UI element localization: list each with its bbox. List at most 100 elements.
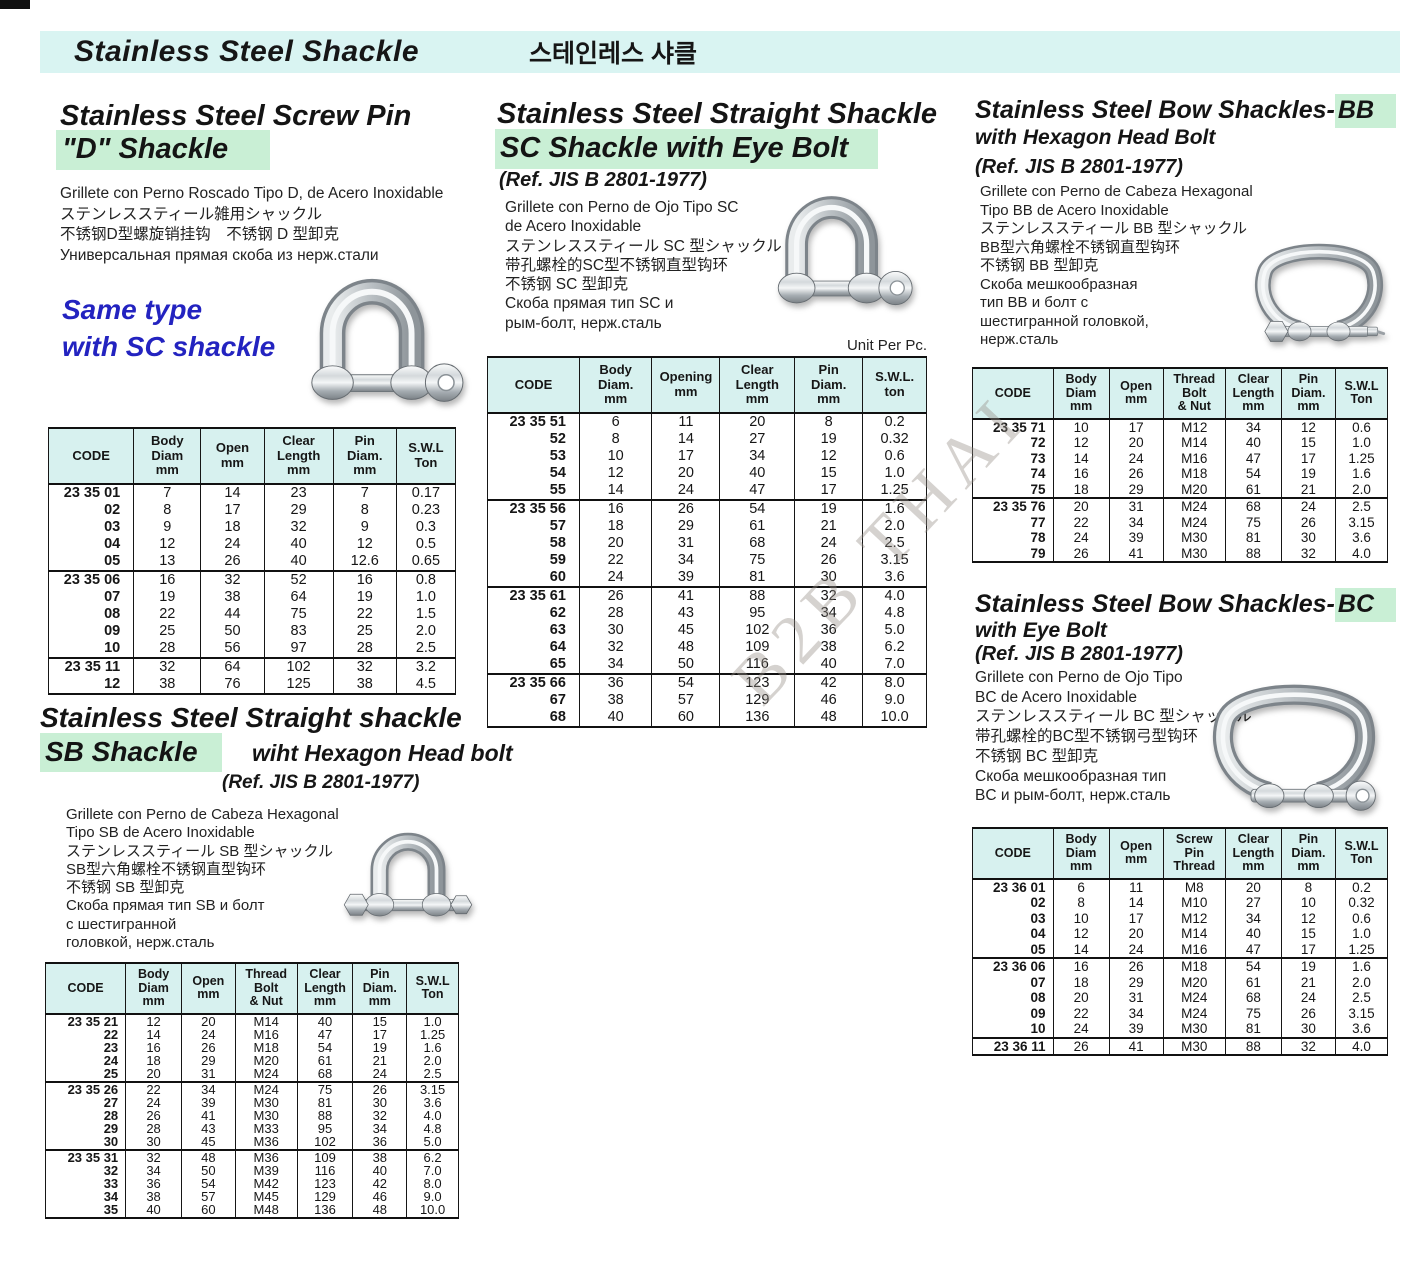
bc-title-highlight: BC [1334,588,1396,622]
table-row: 62 28 43 95 34 4.8 [487,604,927,622]
table-row: 08 20 31 M24 68 24 2.5 [972,990,1389,1006]
table-row: 09 22 34 M24 75 26 3.15 [972,1005,1389,1021]
table-row: 23 35 06 16 32 52 16 0.8 [47,569,457,589]
description-line: Универсальная прямая скоба из нерж.стали [60,246,379,264]
column-header: Clear Length mm [296,962,354,1015]
table-row: 60 24 39 81 30 3.6 [487,568,927,587]
table-row: 04 12 20 M14 40 15 1.0 [972,926,1389,942]
bc-ref: (Ref. JIS B 2801-1977) [975,643,1183,665]
column-header: Thread Bolt & Nut [1162,367,1226,420]
table-row: 30 30 45 M36 102 36 5.0 [44,1135,459,1150]
description-line: Скоба мешкообразная [980,275,1138,293]
table-row: 54 12 20 40 15 1.0 [487,464,927,482]
sc-shackle-illustration [777,196,913,306]
description-line: ステンレススティール BB 型シャックル [980,220,1247,237]
column-header: CODE [972,827,1054,880]
sc-ref: (Ref. JIS B 2801-1977) [499,169,707,191]
table-row: 64 32 48 109 38 6.2 [487,638,927,656]
column-header: Open mm [180,962,236,1015]
d-section-title-line2: "D" Shackle [56,130,271,170]
column-header: Open mm [1108,367,1164,420]
table-row: 23 35 51 6 11 20 8 0.2 [487,411,927,431]
table-row: 23 35 66 36 54 123 42 8.0 [487,672,927,692]
column-header: Clear Length mm [719,356,796,414]
description-line: головкой, нерж.сталь [66,934,215,952]
column-header: Pin Diam. mm [352,962,408,1015]
sc-shackle-photo [752,190,920,335]
table-row: 27 24 39 M30 81 30 3.6 [44,1096,459,1109]
table-row: 34 38 57 M45 129 46 9.0 [44,1190,459,1204]
description-line: BB型六角螺栓不锈钢直型钩环 [980,238,1181,256]
d-section-descriptions: Grillete con Perno Roscado Tipo D, de Ac… [60,184,443,266]
description-line: BC и рым-болт, нерж.сталь [975,787,1171,805]
d-section-title-line1: Stainless Steel Screw Pin [60,100,412,132]
table-row: 23 35 21 12 20 M14 40 15 1.0 [44,1012,459,1028]
column-header: Screw Pin Thread [1162,827,1226,880]
sb-shackle-illustration [343,832,473,917]
table-row: 28 26 41 M30 88 32 4.0 [44,1109,459,1123]
table-row: 09 25 50 83 25 2.0 [47,622,457,640]
description-line: Tipo SB de Acero Inoxidable [66,824,255,842]
table-row: 63 30 45 102 36 5.0 [487,621,927,639]
bc-section-title-line2: with Eye Bolt [975,619,1107,642]
column-header: Clear Length mm [263,427,334,485]
column-header: S.W.L Ton [1334,827,1389,880]
table-row: 75 18 29 M20 61 21 2.0 [972,481,1389,498]
column-header: Clear Length mm [1224,367,1282,420]
table-row: 32 34 50 M39 116 40 7.0 [44,1164,459,1177]
description-line: ステンレススティール BC 型シャックル [975,708,1252,726]
sb-ref: (Ref. JIS B 2801-1977) [222,772,420,793]
d-shackle-table: CODE Body Diam mm Open mm Clear Length mm Pin Diam… [47,427,457,695]
table-row: 72 12 20 M14 40 15 1.0 [972,435,1389,451]
table-row: 53 10 17 34 12 0.6 [487,447,927,465]
column-header: Clear Length mm [1224,827,1282,880]
table-row: 05 13 26 40 12.6 0.65 [47,552,457,571]
table-row: 35 40 60 M48 136 48 10.0 [44,1203,459,1219]
table-row: 23 16 26 M18 54 19 1.6 [44,1041,459,1055]
table-row: 10 28 56 97 28 2.5 [47,639,457,658]
bc-shackle-illustration [1212,684,1376,811]
d-section-note: Same type with SC shackle [62,291,275,365]
table-row: 03 10 17 M12 34 12 0.6 [972,910,1389,926]
table-row: 23 35 01 7 14 23 7 0.17 [47,482,457,502]
table-row: 07 18 29 M20 61 21 2.0 [972,974,1389,990]
table-row: 29 28 43 M33 95 34 4.8 [44,1122,459,1136]
table-row: 79 26 41 M30 88 32 4.0 [972,545,1389,563]
unit-note: Unit Per Pc. [846,337,927,354]
note-line: with SC shackle [62,331,276,362]
bc-section-title-line1: Stainless Steel Bow Shackles- BC [975,588,1396,622]
column-header: S.W.L. ton [862,356,927,414]
column-header: Opening mm [651,356,721,414]
bb-shackle-table: CODE Body Diam mm Open mm Thread Bolt & Nut Clear… [972,367,1389,563]
bb-shackle-photo [1243,226,1395,361]
column-header: S.W.L Ton [1334,367,1389,420]
table-row: 23 35 26 22 34 M24 75 26 3.15 [44,1080,459,1096]
column-header: CODE [972,367,1054,420]
note-line: Same type [62,294,203,325]
description-line: шестигранной головкой, [980,312,1149,330]
description-line: Grillete con Perno Roscado Tipo D, de Ac… [60,185,444,202]
table-row: 58 20 31 68 24 2.5 [487,534,927,552]
column-header: Body Diam mm [1052,367,1110,420]
column-header: S.W.L Ton [406,962,459,1015]
sb-section-title-line1: Stainless Steel Straight shackle [40,702,462,733]
bb-section-descriptions: Grillete con Perno de Cabeza Hexagonal Ti… [980,183,1253,350]
description-line: Grillete con Perno de Cabeza Hexagonal [66,806,339,823]
table-row: 78 24 39 M30 81 30 3.6 [972,530,1389,546]
sb-shackle-photo [333,824,483,947]
page-title: Stainless Steel Shackle [74,35,420,68]
column-header: S.W.L Ton [395,427,457,485]
description-line: с шестигранной [66,915,177,933]
table-row: 23 36 11 26 41 M30 88 32 4.0 [972,1036,1389,1056]
table-row: 23 36 06 16 26 M18 54 19 1.6 [972,957,1389,975]
description-line: 不锈钢 SC 型卸克 [505,276,629,294]
sc-title-highlight: SC Shackle with Eye Bolt [495,129,879,169]
table-row: 52 8 14 27 19 0.32 [487,430,927,448]
description-line: BC de Acero Inoxidable [975,688,1137,706]
table-row: 23 35 56 16 26 54 19 1.6 [487,498,927,518]
description-line: Grillete con Perno de Ojo Tipo SC [505,199,739,216]
bc-title-main: Stainless Steel Bow Shackles- [975,590,1335,618]
table-row: 74 16 26 M18 54 19 1.6 [972,466,1389,482]
description-line: 带孔螺栓的BC型不锈钢弓型钩环 [975,728,1199,746]
